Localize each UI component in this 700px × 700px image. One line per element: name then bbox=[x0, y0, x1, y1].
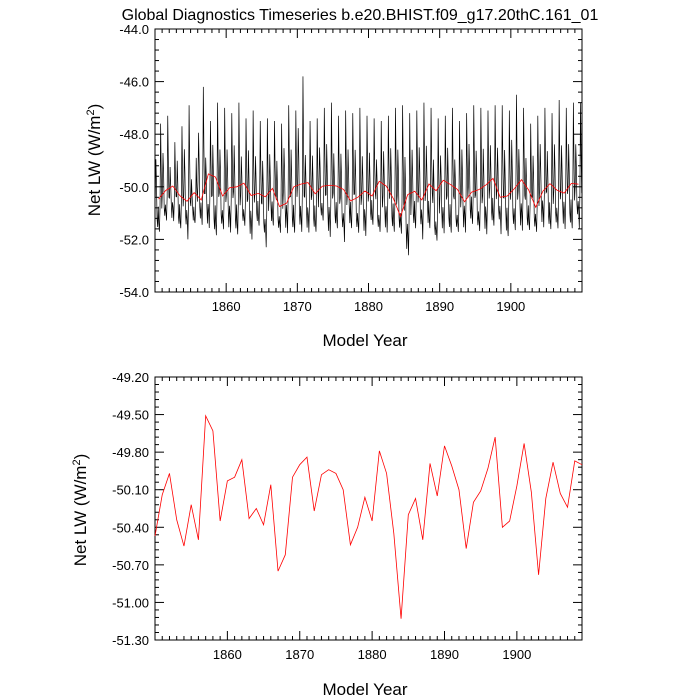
x-tick-label: 1890 bbox=[425, 299, 454, 314]
y-tick-label: -54.0 bbox=[119, 285, 149, 300]
top-panel: 1860 1870 1880 1890 1900 -54.0 -52.0 -50.0 -48.0… bbox=[85, 22, 583, 350]
y-tick-label: -50.70 bbox=[112, 558, 149, 573]
top-ticks: 1860 1870 1880 1890 1900 -54.0 -52.0 -50.0 -48.0… bbox=[119, 22, 583, 314]
annual-series-line bbox=[158, 173, 579, 218]
y-tick-label: -52.0 bbox=[119, 232, 149, 247]
bottom-x-axis-label: Model Year bbox=[322, 680, 407, 699]
annual-series-line bbox=[154, 414, 583, 619]
x-tick-label: 1860 bbox=[212, 299, 241, 314]
y-tick-label: -50.40 bbox=[112, 520, 149, 535]
bottom-series bbox=[154, 414, 583, 619]
x-tick-label: 1860 bbox=[213, 647, 242, 662]
top-plot-frame bbox=[154, 28, 583, 293]
x-tick-label: 1890 bbox=[430, 647, 459, 662]
x-tick-label: 1870 bbox=[283, 299, 312, 314]
y-tick-label: -49.80 bbox=[112, 445, 149, 460]
x-tick-label: 1880 bbox=[358, 647, 387, 662]
top-x-axis-label: Model Year bbox=[322, 331, 407, 350]
y-tick-label: -46.0 bbox=[119, 75, 149, 90]
monthly-series-line bbox=[154, 76, 583, 256]
y-tick-label: -49.20 bbox=[112, 370, 149, 385]
top-series bbox=[154, 76, 583, 256]
y-tick-label: -49.50 bbox=[112, 408, 149, 423]
y-tick-label: -51.00 bbox=[112, 595, 149, 610]
y-tick-label: -50.10 bbox=[112, 483, 149, 498]
bottom-ticks: 1860 1870 1880 1890 1900 -51.30 -51.00 -50.70 -5… bbox=[112, 370, 583, 662]
bottom-y-axis-label: Net LW (W/m2) bbox=[71, 454, 90, 567]
bottom-panel: 1860 1870 1880 1890 1900 -51.30 -51.00 -50.70 -5… bbox=[71, 370, 583, 699]
y-tick-label: -50.0 bbox=[119, 180, 149, 195]
top-y-axis-label: Net LW (W/m2) bbox=[85, 104, 104, 217]
y-tick-label: -44.0 bbox=[119, 22, 149, 37]
figure-title: Global Diagnostics Timeseries b.e20.BHIS… bbox=[122, 7, 599, 24]
x-tick-label: 1900 bbox=[496, 299, 525, 314]
x-tick-label: 1900 bbox=[502, 647, 531, 662]
y-tick-label: -48.0 bbox=[119, 127, 149, 142]
x-tick-label: 1870 bbox=[285, 647, 314, 662]
x-tick-label: 1880 bbox=[354, 299, 383, 314]
bottom-plot-frame bbox=[154, 376, 583, 641]
y-tick-label: -51.30 bbox=[112, 633, 149, 648]
